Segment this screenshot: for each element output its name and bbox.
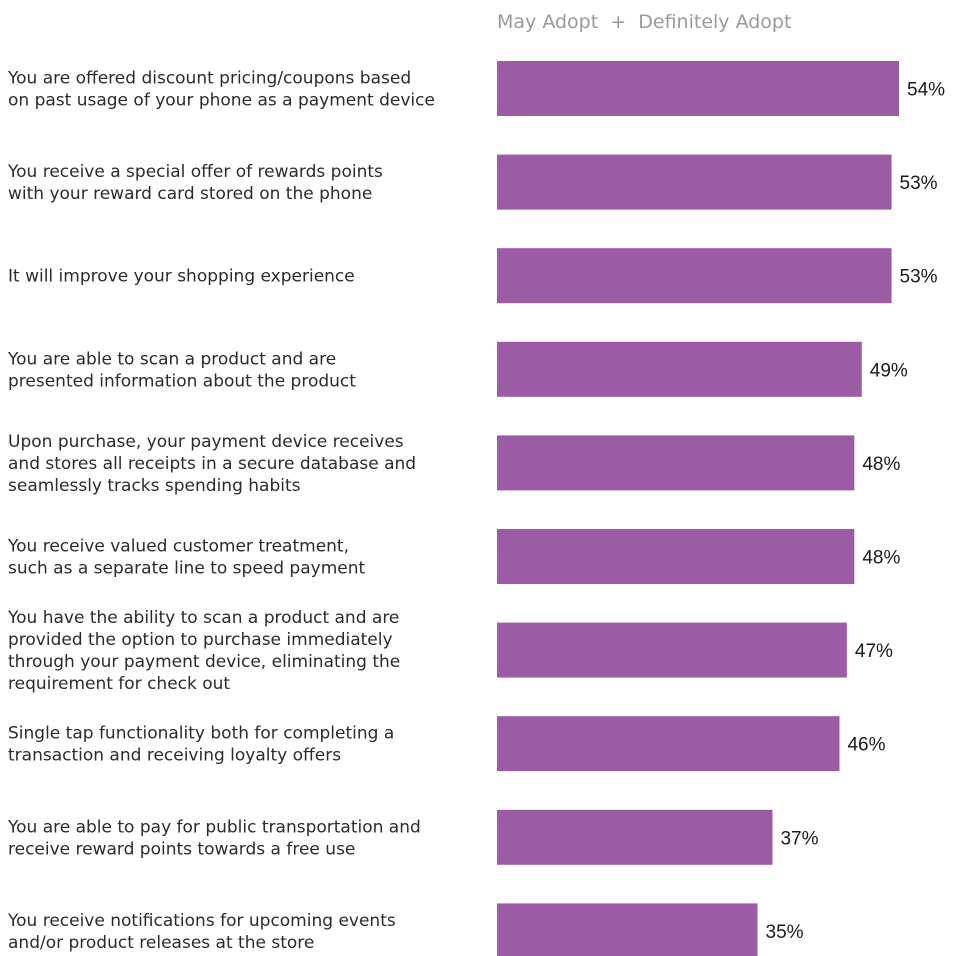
category-label-line: It will improve your shopping experience — [8, 267, 355, 287]
category-label: You are offered discount pricing/coupons… — [7, 69, 435, 111]
bar — [497, 154, 892, 210]
category-label-line: such as a separate line to speed payment — [8, 559, 365, 579]
bar-value-label: 48% — [862, 454, 900, 475]
category-label-line: seamlessly tracks spending habits — [8, 476, 301, 496]
category-label: You are able to pay for public transport… — [7, 817, 421, 859]
bar — [497, 341, 862, 397]
category-label: You receive a special offer of rewards p… — [7, 162, 383, 204]
bar — [497, 61, 899, 116]
category-label-line: transaction and receiving loyalty offers — [8, 746, 341, 766]
category-label-line: Single tap functionality both for comple… — [8, 724, 394, 744]
category-label: It will improve your shopping experience — [8, 267, 355, 287]
category-label-line: Upon purchase, your payment device recei… — [8, 432, 404, 452]
category-label-line: requirement for check out — [8, 674, 230, 694]
category-label-line: through your payment device, eliminating… — [8, 652, 400, 672]
category-label: Upon purchase, your payment device recei… — [8, 432, 416, 496]
bar — [497, 903, 758, 956]
bar — [497, 435, 855, 491]
category-label-line: and stores all receipts in a secure data… — [8, 454, 416, 474]
bar-value-label: 49% — [870, 360, 908, 381]
bar-value-label: 53% — [900, 267, 938, 288]
category-label-line: You receive notifications for upcoming e… — [7, 911, 396, 931]
bar-value-label: 54% — [907, 80, 945, 101]
bar-value-label: 37% — [780, 828, 818, 849]
bar-value-label: 48% — [862, 548, 900, 569]
category-label: You receive notifications for upcoming e… — [7, 911, 396, 953]
category-label-line: receive reward points towards a free use — [8, 839, 355, 859]
category-label-line: presented information about the product — [8, 371, 356, 391]
category-label-line: You are offered discount pricing/coupons… — [7, 69, 411, 89]
category-label: You have the ability to scan a product a… — [7, 608, 400, 694]
category-label-line: and/or product releases at the store — [8, 933, 314, 953]
category-label-line: You receive valued customer treatment, — [7, 537, 349, 557]
bar-value-label: 53% — [900, 173, 938, 194]
category-label-line: provided the option to purchase immediat… — [8, 630, 393, 650]
category-label-line: You are able to pay for public transport… — [7, 817, 421, 837]
category-label: Single tap functionality both for comple… — [8, 724, 394, 766]
category-label-line: You receive a special offer of rewards p… — [7, 162, 383, 182]
chart-legend: May Adopt + Definitely Adopt — [497, 11, 791, 33]
bar — [497, 529, 855, 584]
category-label: You receive valued customer treatment, su… — [7, 537, 365, 579]
bar-value-label: 35% — [766, 922, 804, 943]
bar — [497, 809, 773, 865]
bar — [497, 622, 847, 678]
bar-value-label: 47% — [855, 641, 893, 662]
bar — [497, 248, 892, 304]
category-label-line: on past usage of your phone as a payment… — [8, 91, 435, 111]
bar-value-label: 46% — [847, 735, 885, 756]
category-label-line: You have the ability to scan a product a… — [7, 608, 399, 628]
chart-rows: 54% You are offered discount pricing/coup… — [7, 61, 945, 956]
category-label-line: with your reward card stored on the phon… — [8, 184, 372, 204]
category-label: You are able to scan a product and are pr… — [7, 349, 356, 391]
bar — [497, 716, 840, 772]
category-label-line: You are able to scan a product and are — [7, 349, 336, 369]
